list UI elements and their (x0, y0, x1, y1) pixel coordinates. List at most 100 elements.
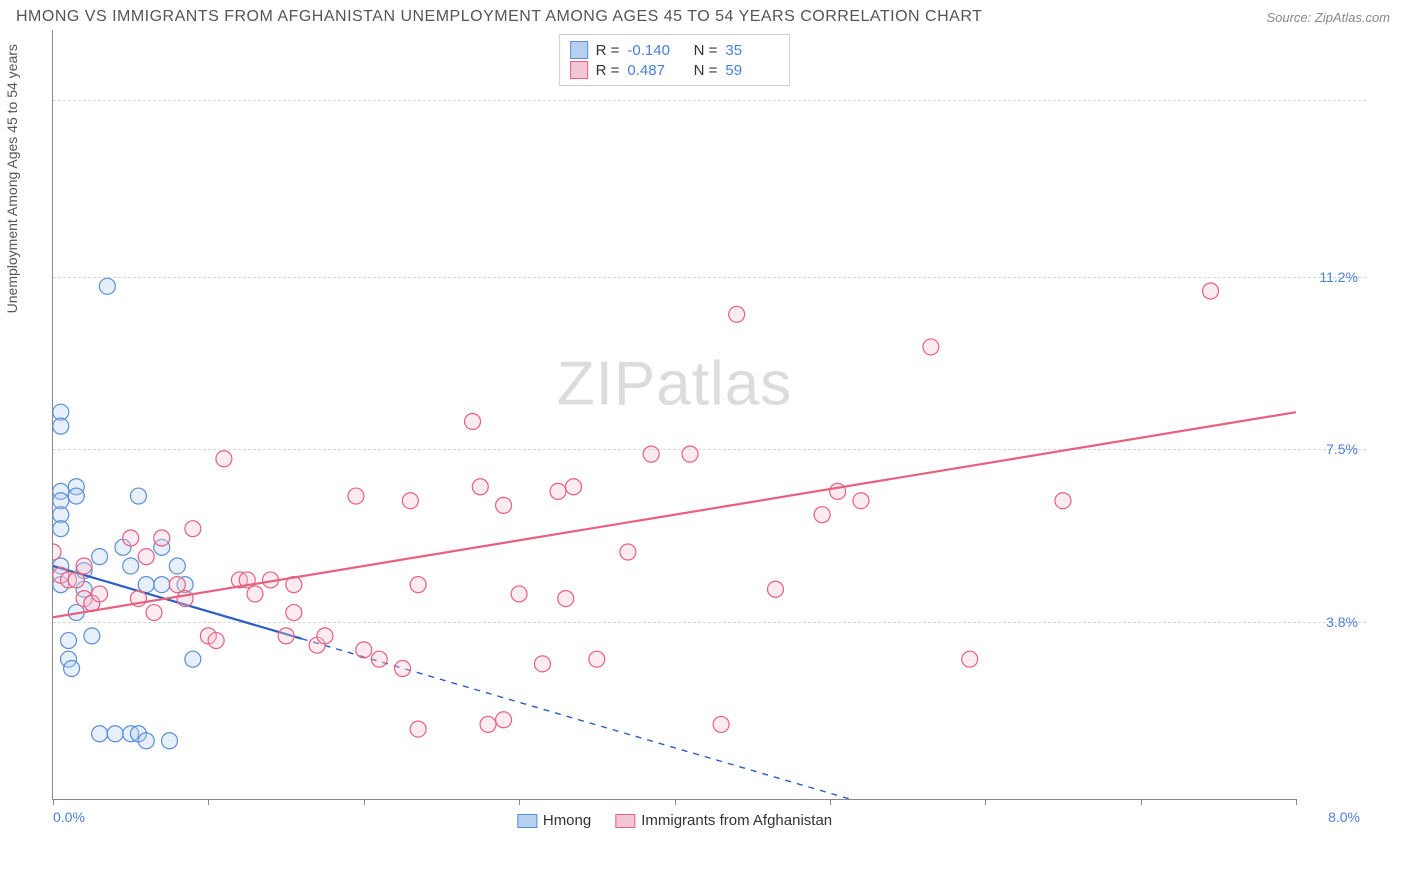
data-point (395, 661, 411, 677)
data-point (138, 577, 154, 593)
data-point (92, 586, 108, 602)
legend-swatch (615, 814, 635, 828)
data-point (53, 418, 69, 434)
data-point (286, 605, 302, 621)
data-point (356, 642, 372, 658)
data-point (130, 488, 146, 504)
regression-line (53, 412, 1296, 617)
correlation-legend: R = -0.140 N = 35R = 0.487 N = 59 (559, 34, 791, 86)
data-point (682, 446, 698, 462)
data-point (53, 521, 69, 537)
data-point (496, 712, 512, 728)
r-value: -0.140 (627, 42, 681, 59)
y-tick-label: 3.8% (1326, 614, 1358, 630)
legend-item: Immigrants from Afghanistan (615, 812, 832, 829)
r-label: R = (596, 42, 620, 59)
data-point (68, 488, 84, 504)
data-point (61, 633, 77, 649)
data-point (767, 581, 783, 597)
data-point (853, 493, 869, 509)
x-tick (53, 799, 54, 805)
n-label: N = (689, 42, 717, 59)
data-point (620, 544, 636, 560)
data-point (138, 549, 154, 565)
data-point (216, 451, 232, 467)
y-tick-label: 7.5% (1326, 441, 1358, 457)
chart-container: Unemployment Among Ages 45 to 54 years Z… (40, 30, 1366, 850)
data-point (1203, 283, 1219, 299)
y-axis-label: Unemployment Among Ages 45 to 54 years (4, 44, 20, 313)
data-point (402, 493, 418, 509)
data-point (92, 549, 108, 565)
data-point (480, 716, 496, 732)
x-tick (519, 799, 520, 805)
regression-line-extrapolated (302, 639, 1296, 892)
data-point (472, 479, 488, 495)
data-point (923, 339, 939, 355)
data-point (146, 605, 162, 621)
data-point (107, 726, 123, 742)
data-point (138, 733, 154, 749)
data-point (713, 716, 729, 732)
y-tick-label: 11.2% (1319, 269, 1358, 285)
data-point (169, 577, 185, 593)
data-point (247, 586, 263, 602)
data-point (64, 661, 80, 677)
r-label: R = (596, 62, 620, 79)
data-point (68, 572, 84, 588)
data-point (177, 591, 193, 607)
data-point (123, 530, 139, 546)
data-point (465, 413, 481, 429)
data-point (45, 544, 61, 560)
data-point (99, 278, 115, 294)
plot-svg (53, 30, 1296, 799)
data-point (123, 558, 139, 574)
data-point (589, 651, 605, 667)
series-legend: Hmong Immigrants from Afghanistan (517, 812, 832, 829)
legend-swatch (517, 814, 537, 828)
data-point (962, 651, 978, 667)
legend-swatch (570, 61, 588, 79)
plot-area: ZIPatlas R = -0.140 N = 35R = 0.487 N = … (52, 30, 1296, 800)
r-value: 0.487 (627, 62, 681, 79)
source-attribution: Source: ZipAtlas.com (1266, 10, 1390, 25)
data-point (550, 483, 566, 499)
data-point (185, 651, 201, 667)
x-tick (1141, 799, 1142, 805)
chart-title: HMONG VS IMMIGRANTS FROM AFGHANISTAN UNE… (16, 8, 982, 26)
data-point (410, 721, 426, 737)
data-point (208, 633, 224, 649)
data-point (154, 530, 170, 546)
x-tick (364, 799, 365, 805)
data-point (558, 591, 574, 607)
data-point (496, 497, 512, 513)
x-tick (675, 799, 676, 805)
legend-item: Hmong (517, 812, 591, 829)
data-point (317, 628, 333, 644)
n-label: N = (689, 62, 717, 79)
data-point (814, 507, 830, 523)
x-tick-label: 0.0% (53, 809, 85, 825)
data-point (729, 306, 745, 322)
data-point (1055, 493, 1071, 509)
x-tick (985, 799, 986, 805)
data-point (410, 577, 426, 593)
legend-stats-row: R = 0.487 N = 59 (570, 61, 780, 79)
data-point (162, 733, 178, 749)
data-point (76, 558, 92, 574)
data-point (643, 446, 659, 462)
data-point (185, 521, 201, 537)
n-value: 59 (725, 62, 779, 79)
data-point (511, 586, 527, 602)
legend-stats-row: R = -0.140 N = 35 (570, 41, 780, 59)
n-value: 35 (725, 42, 779, 59)
data-point (154, 577, 170, 593)
data-point (84, 628, 100, 644)
x-tick (208, 799, 209, 805)
legend-label: Immigrants from Afghanistan (641, 812, 832, 829)
x-tick-label: 8.0% (1328, 809, 1360, 825)
x-tick (1296, 799, 1297, 805)
data-point (371, 651, 387, 667)
legend-label: Hmong (543, 812, 591, 829)
x-tick (830, 799, 831, 805)
